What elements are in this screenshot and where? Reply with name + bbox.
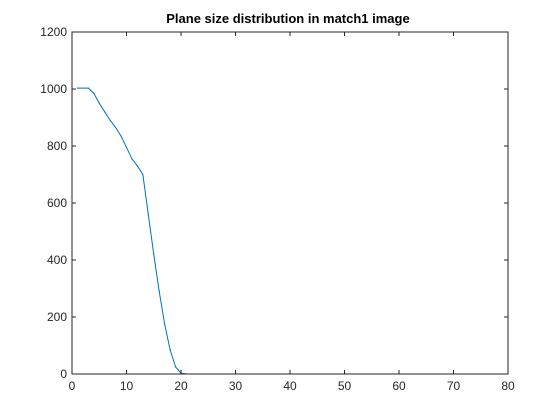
- x-tick-label: 70: [447, 379, 461, 393]
- data-point: [76, 87, 79, 89]
- x-tick-label: 30: [229, 379, 243, 393]
- y-tick-label: 1000: [40, 82, 67, 96]
- data-point: [120, 135, 122, 137]
- data-point: [109, 119, 111, 121]
- data-point: [104, 111, 106, 113]
- axes-box: [71, 31, 509, 375]
- x-tick-label: 40: [283, 379, 297, 393]
- chart-title: Plane size distribution in match1 image: [166, 11, 409, 26]
- x-tick-label: 60: [392, 379, 406, 393]
- x-tick-label: 50: [338, 379, 352, 393]
- y-tick-label: 1200: [40, 25, 67, 39]
- series-line: [77, 87, 481, 375]
- data-point: [136, 165, 138, 167]
- data-point: [142, 173, 144, 176]
- data-point: [147, 213, 149, 215]
- x-tick-label: 20: [174, 379, 188, 393]
- data-point: [82, 87, 84, 89]
- data-point: [125, 146, 128, 149]
- data-point: [115, 126, 117, 129]
- x-tick-label: 0: [69, 379, 76, 393]
- data-point: [158, 290, 160, 292]
- data-point: [131, 158, 133, 160]
- data-point: [164, 323, 166, 325]
- y-tick-label: 400: [47, 253, 67, 267]
- series-layer: [76, 87, 482, 375]
- x-tick-label: 10: [120, 379, 134, 393]
- y-tick-label: 600: [47, 196, 67, 210]
- data-point: [98, 102, 100, 104]
- data-point: [169, 349, 171, 351]
- y-tick-label: 800: [47, 139, 67, 153]
- y-tick-label: 0: [60, 367, 67, 381]
- y-tick-label: 200: [47, 310, 67, 324]
- x-tick-label: 80: [501, 379, 515, 393]
- data-point: [153, 253, 155, 255]
- data-point: [93, 92, 95, 94]
- data-point: [174, 366, 177, 368]
- data-point: [87, 87, 89, 89]
